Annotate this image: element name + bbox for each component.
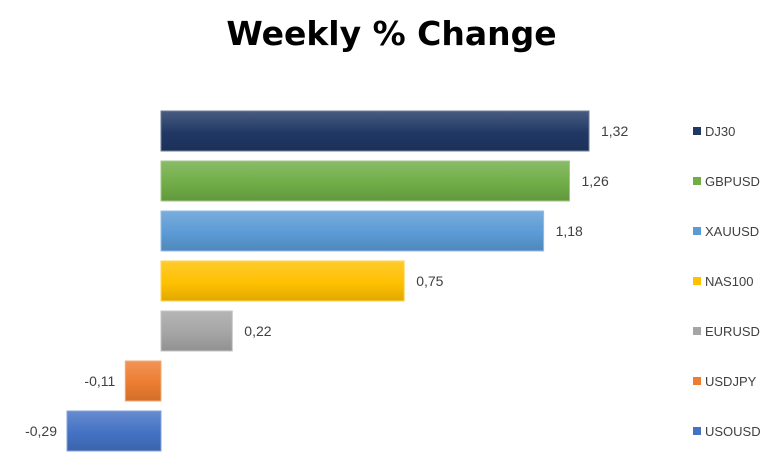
legend-label-xauusd: XAUUSD bbox=[705, 224, 759, 239]
legend-swatch-xauusd bbox=[693, 227, 701, 235]
legend-item-dj30: DJ30 bbox=[693, 124, 735, 139]
legend-item-gbpusd: GBPUSD bbox=[693, 174, 760, 189]
bar-usousd bbox=[66, 410, 162, 452]
legend: DJ30 GBPUSD XAUUSD NAS100 EURUSD USDJPY USOUSD bbox=[693, 124, 761, 439]
legend-label-eurusd: EURUSD bbox=[705, 324, 760, 339]
value-label-xauusd: 1,18 bbox=[556, 223, 583, 239]
legend-item-eurusd: EURUSD bbox=[693, 324, 760, 339]
legend-item-usdjpy: USDJPY bbox=[693, 374, 757, 389]
value-label-gbpusd: 1,26 bbox=[582, 173, 609, 189]
chart-title: Weekly % Change bbox=[226, 14, 557, 53]
legend-label-nas100: NAS100 bbox=[705, 274, 753, 289]
bar-eurusd bbox=[160, 310, 233, 352]
legend-swatch-usousd bbox=[693, 427, 701, 435]
bars-group bbox=[66, 110, 590, 452]
value-label-usousd: -0,29 bbox=[25, 423, 57, 439]
legend-swatch-nas100 bbox=[693, 277, 701, 285]
legend-label-usousd: USOUSD bbox=[705, 424, 761, 439]
legend-swatch-eurusd bbox=[693, 327, 701, 335]
legend-swatch-gbpusd bbox=[693, 177, 701, 185]
legend-item-usousd: USOUSD bbox=[693, 424, 761, 439]
bar-gbpusd bbox=[160, 160, 570, 202]
bar-usdjpy bbox=[124, 360, 162, 402]
legend-label-dj30: DJ30 bbox=[705, 124, 735, 139]
value-label-eurusd: 0,22 bbox=[244, 323, 271, 339]
legend-swatch-dj30 bbox=[693, 127, 701, 135]
value-label-nas100: 0,75 bbox=[416, 273, 443, 289]
legend-item-nas100: NAS100 bbox=[693, 274, 753, 289]
legend-label-gbpusd: GBPUSD bbox=[705, 174, 760, 189]
value-label-dj30: 1,32 bbox=[601, 123, 628, 139]
bar-dj30 bbox=[160, 110, 590, 152]
legend-swatch-usdjpy bbox=[693, 377, 701, 385]
value-label-usdjpy: -0,11 bbox=[84, 373, 115, 389]
bar-nas100 bbox=[160, 260, 405, 302]
legend-item-xauusd: XAUUSD bbox=[693, 224, 759, 239]
bar-xauusd bbox=[160, 210, 545, 252]
value-labels-group: 1,32 1,26 1,18 0,75 0,22 -0,11 -0,29 bbox=[25, 123, 628, 439]
legend-label-usdjpy: USDJPY bbox=[705, 374, 757, 389]
